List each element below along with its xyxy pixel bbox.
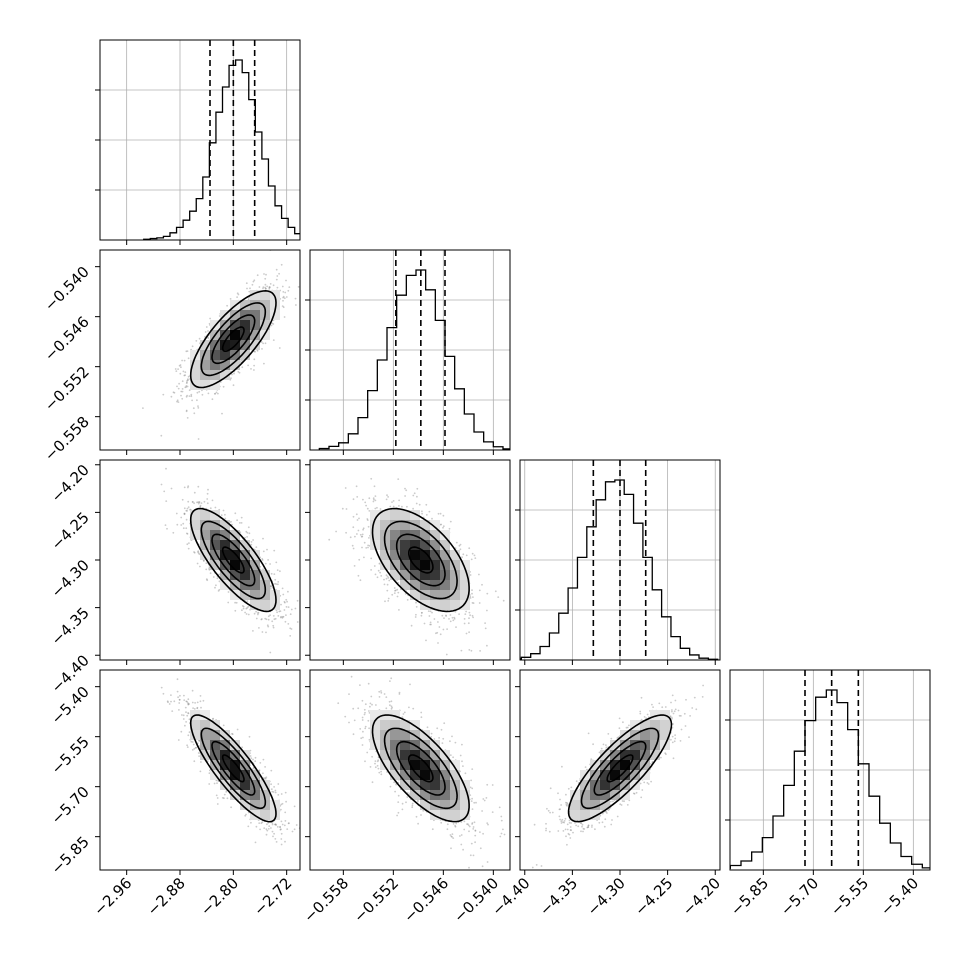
contour-1-0-3 — [189, 289, 277, 389]
panel-frame-3-1 — [309, 669, 511, 871]
contour-1-0-0 — [221, 326, 245, 352]
panel-frame-3-2 — [519, 669, 721, 871]
y-tick-label-1-1: −0.552 — [41, 363, 93, 415]
y-tick-label-3-2: −5.55 — [48, 733, 93, 778]
histogram-1 — [318, 269, 510, 450]
y-tick-label-2-4: −4.20 — [48, 461, 93, 506]
x-tick-label-0-2: −2.80 — [197, 874, 242, 919]
contour-3-0-1 — [211, 740, 256, 796]
contour-1-0-1 — [211, 314, 256, 365]
contour-2-0-3 — [189, 507, 277, 613]
x-tick-label-2-3: −4.25 — [631, 874, 676, 919]
x-tick-label-2-1: −4.35 — [536, 874, 581, 919]
panel-frame-0-0 — [99, 39, 301, 241]
histogram-3 — [730, 689, 930, 869]
y-tick-label-2-3: −4.25 — [48, 508, 93, 553]
contour-1-0-2 — [200, 302, 267, 377]
x-tick-label-0-0: −2.96 — [90, 874, 135, 919]
contour-3-0-3 — [189, 714, 277, 823]
panel-frame-1-0 — [99, 249, 301, 451]
contour-3-2-1 — [593, 740, 647, 796]
panel-3-3 — [725, 669, 931, 875]
y-tick-label-1-3: −0.540 — [41, 263, 93, 315]
panel-3-1 — [305, 669, 511, 875]
x-tick-label-0-3: −2.72 — [250, 874, 295, 919]
x-tick-label-3-1: −5.70 — [777, 874, 822, 919]
histogram-2 — [520, 479, 719, 660]
panel-frame-3-3 — [729, 669, 931, 871]
y-tick-label-1-2: −0.546 — [41, 313, 93, 365]
x-tick-label-3-0: −5.85 — [727, 874, 772, 919]
contour-3-2-3 — [567, 714, 673, 823]
panel-2-1 — [305, 459, 511, 665]
panel-frame-3-0 — [99, 669, 301, 871]
contour-3-2-2 — [580, 727, 660, 810]
y-tick-label-2-1: −4.35 — [48, 604, 93, 649]
panel-frame-1-1 — [309, 249, 511, 451]
x-tick-label-1-0: −0.558 — [300, 874, 352, 926]
contour-3-1-3 — [371, 714, 470, 823]
histogram-0 — [143, 59, 300, 240]
y-tick-label-1-0: −0.558 — [41, 413, 93, 465]
x-tick-label-1-1: −0.552 — [350, 874, 402, 926]
panel-2-0 — [95, 459, 301, 665]
x-tick-label-2-4: −4.20 — [679, 874, 724, 919]
contour-3-0-2 — [200, 727, 267, 810]
contour-2-1-2 — [383, 520, 458, 600]
contour-3-0-0 — [221, 754, 245, 783]
y-tick-label-2-2: −4.30 — [48, 556, 93, 601]
x-tick-label-2-2: −4.30 — [584, 874, 629, 919]
panel-2-2 — [515, 459, 721, 665]
panel-3-2 — [515, 669, 721, 875]
panel-frame-2-2 — [519, 459, 721, 661]
contour-2-0-0 — [221, 546, 245, 574]
panel-3-0 — [95, 669, 301, 875]
x-tick-label-1-2: −0.546 — [400, 874, 452, 926]
contour-2-1-1 — [395, 533, 446, 587]
y-tick-label-3-1: −5.70 — [48, 783, 93, 828]
panel-frame-2-1 — [309, 459, 511, 661]
panel-1-0 — [95, 249, 301, 455]
contour-2-1-0 — [408, 546, 434, 574]
contour-2-0-2 — [200, 520, 267, 600]
contour-3-1-2 — [383, 727, 458, 810]
y-tick-label-3-0: −5.85 — [48, 833, 93, 878]
x-tick-label-0-1: −2.88 — [144, 874, 189, 919]
contour-3-2-0 — [606, 754, 634, 783]
contour-2-0-1 — [211, 533, 256, 587]
contour-3-1-0 — [408, 754, 434, 783]
x-tick-label-3-3: −5.40 — [877, 874, 922, 919]
panel-1-1 — [305, 249, 511, 455]
contour-2-1-3 — [371, 507, 470, 613]
x-tick-label-3-2: −5.55 — [827, 874, 872, 919]
panel-frame-2-0 — [99, 459, 301, 661]
panel-0-0 — [95, 39, 301, 245]
contour-3-1-1 — [395, 740, 446, 796]
